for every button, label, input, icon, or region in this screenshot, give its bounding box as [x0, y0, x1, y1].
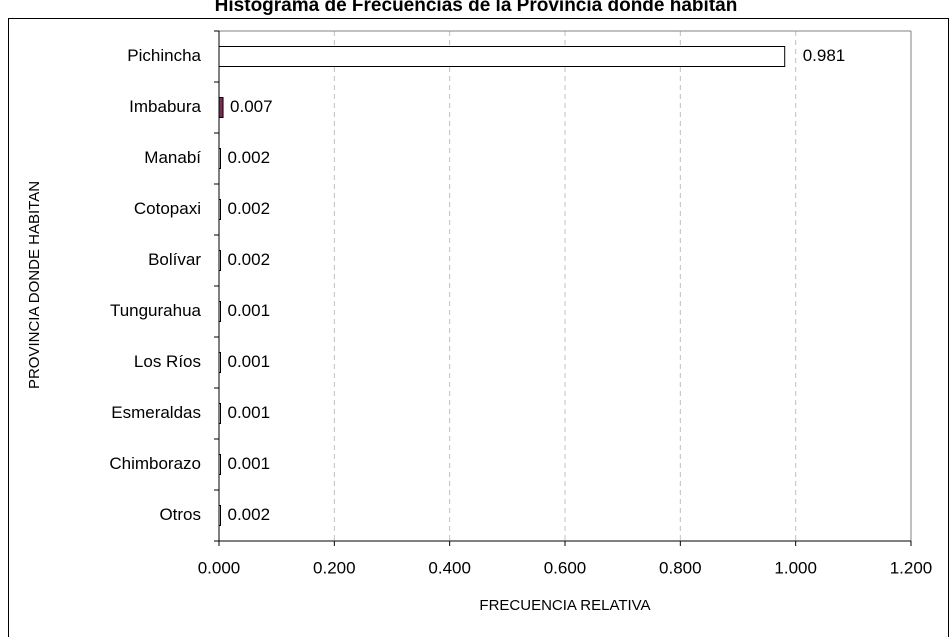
bar	[218, 97, 224, 118]
bar	[218, 46, 786, 67]
x-tick-label: 1.200	[890, 558, 933, 577]
data-label: 0.001	[228, 454, 271, 473]
category-label: Manabí	[144, 148, 201, 167]
x-tick-label: 0.400	[428, 558, 471, 577]
data-label: 0.002	[228, 199, 271, 218]
category-label: Esmeraldas	[111, 403, 201, 422]
category-label: Pichincha	[127, 46, 201, 65]
chart-title: Histograma de Frecuencias de la Provinci…	[215, 0, 738, 16]
category-label: Otros	[159, 505, 201, 524]
axes	[214, 30, 912, 546]
y-axis-title: PROVINCIA DONDE HABITAN	[26, 181, 43, 389]
category-label: Bolívar	[148, 250, 201, 269]
x-tick-label: 0.600	[544, 558, 587, 577]
data-label: 0.001	[228, 403, 271, 422]
category-label: Cotopaxi	[134, 199, 201, 218]
x-tick-label: 0.200	[313, 558, 356, 577]
x-tick-label: 0.800	[659, 558, 702, 577]
data-label: 0.981	[803, 46, 846, 65]
x-tick-label: 1.000	[774, 558, 817, 577]
category-label: Imbabura	[129, 97, 201, 116]
chart-frame	[8, 18, 949, 637]
x-axis-title: FRECUENCIA RELATIVA	[479, 597, 650, 614]
category-label: Tungurahua	[110, 301, 202, 320]
category-label: Chimborazo	[109, 454, 201, 473]
bars	[218, 46, 786, 526]
data-label: 0.002	[228, 250, 271, 269]
grid-lines	[333, 31, 912, 541]
data-label: 0.002	[228, 148, 271, 167]
data-label: 0.007	[230, 97, 273, 116]
labels: 0.000 0.200 0.400 0.600 0.800 1.000 1.200 Pichi…	[109, 46, 932, 578]
category-label: Los Ríos	[134, 352, 201, 371]
data-label: 0.001	[228, 301, 271, 320]
data-label: 0.002	[228, 505, 271, 524]
data-label: 0.001	[228, 352, 271, 371]
x-tick-label: 0.000	[198, 558, 241, 577]
